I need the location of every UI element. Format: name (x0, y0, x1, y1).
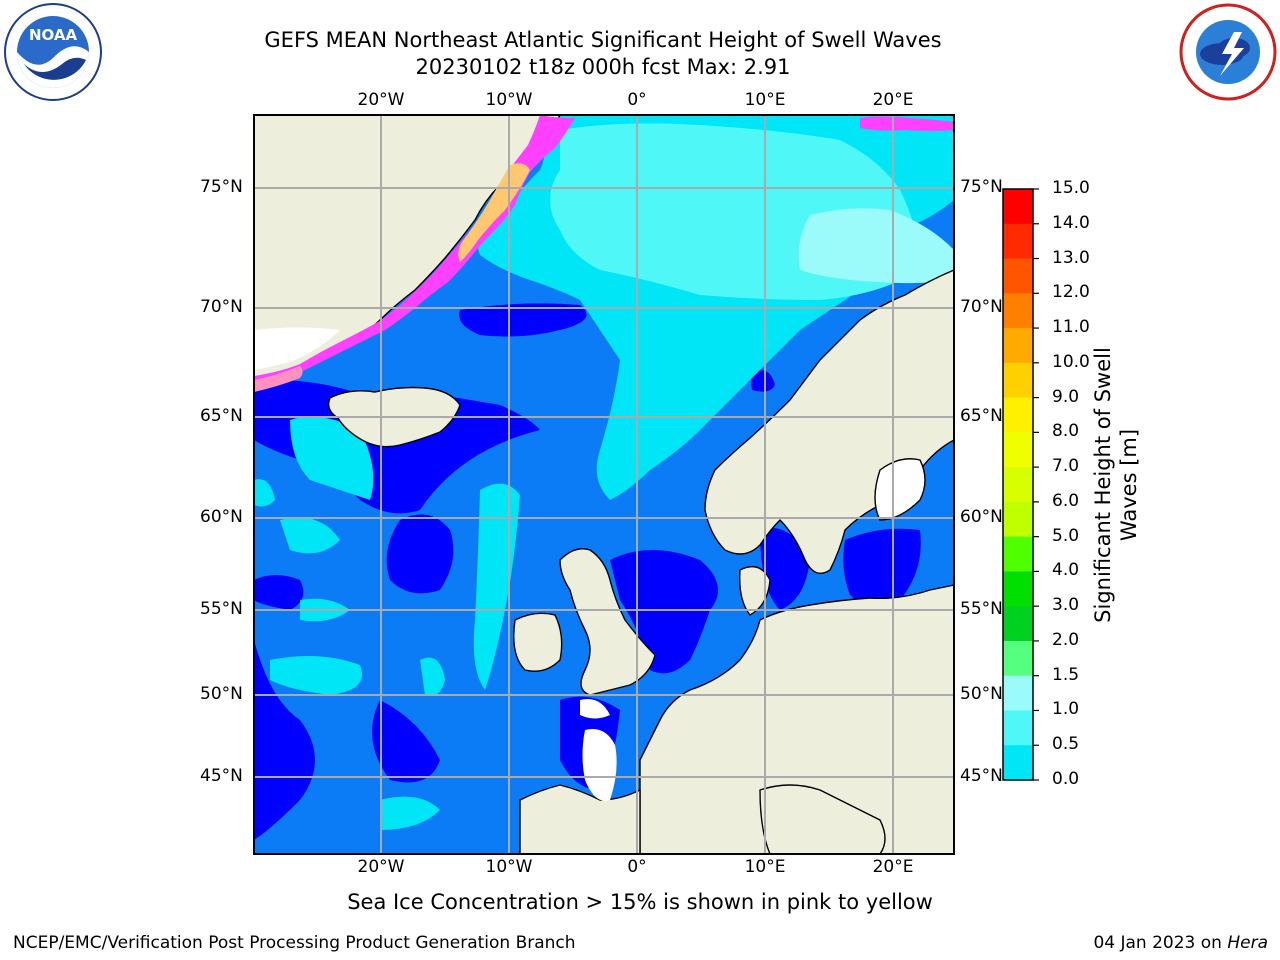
nws-logo (1179, 3, 1277, 101)
colorbar-segment (1003, 606, 1033, 642)
colorbar-tick-label: 10.0 (1052, 351, 1090, 372)
colorbar-segment (1003, 675, 1033, 711)
graticule (254, 115, 954, 854)
colorbar (1003, 188, 1039, 781)
colorbar-tick-label: 0.5 (1052, 734, 1080, 755)
colorbar-segment (1003, 536, 1033, 572)
colorbar-frame (1002, 188, 1034, 781)
lon-label-top: 10°W (485, 90, 533, 110)
chart-subtitle: 20230102 t18z 000h fcst Max: 2.91 (415, 55, 791, 79)
colorbar-segment (1003, 223, 1033, 260)
colorbar-tick-label: 14.0 (1052, 212, 1090, 233)
colorbar-tick-label: 1.0 (1052, 699, 1080, 720)
lat-label-right: 60°N (960, 507, 1003, 527)
colorbar-segment (1003, 397, 1033, 433)
colorbar-tick-label: 13.0 (1052, 247, 1090, 268)
colorbar-segment (1003, 293, 1033, 329)
colorbar-segment (1003, 571, 1033, 607)
footer-date: 04 Jan 2023 on Hera (1093, 933, 1268, 953)
colorbar-tick-label: 1.5 (1052, 664, 1080, 685)
lon-label-bottom: 20°E (872, 857, 914, 877)
colorbar-tick-label: 8.0 (1052, 421, 1080, 442)
colorbar-segment (1003, 432, 1033, 468)
sea-ice-note: Sea Ice Concentration > 15% is shown in … (347, 890, 933, 914)
lat-label-right: 65°N (960, 406, 1003, 426)
colorbar-segment (1003, 328, 1033, 364)
lon-label-top: 20°E (872, 90, 914, 110)
lat-label-left: 75°N (200, 177, 243, 197)
noaa-logo-text: NOAA (29, 26, 78, 44)
lat-label-left: 65°N (200, 406, 243, 426)
lon-label-bottom: 10°W (485, 857, 533, 877)
colorbar-tick-label: 12.0 (1052, 282, 1090, 303)
lon-label-bottom: 10°E (744, 857, 786, 877)
colorbar-segment (1003, 467, 1033, 503)
iberia (519, 784, 641, 854)
colorbar-label: Significant Height of Swell Waves [m] (1091, 347, 1141, 623)
colorbar-tick-label: 4.0 (1052, 560, 1080, 581)
missing-data (254, 327, 617, 801)
lat-label-right: 55°N (960, 599, 1003, 619)
colorbar-tick-label: 2.0 (1052, 629, 1080, 650)
colorbar-segment (1003, 745, 1033, 781)
footer-date-text: 04 Jan 2023 on (1093, 933, 1228, 953)
lon-label-top: 10°E (744, 90, 786, 110)
colorbar-segment (1003, 501, 1033, 538)
lat-label-right: 75°N (960, 177, 1003, 197)
colorbar-tick-label: 9.0 (1052, 386, 1080, 407)
lat-label-left: 70°N (200, 297, 243, 317)
lat-label-right: 50°N (960, 684, 1003, 704)
footer-credit: NCEP/EMC/Verification Post Processing Pr… (13, 933, 576, 953)
lat-label-left: 60°N (200, 507, 243, 527)
lat-label-left: 45°N (200, 766, 243, 786)
colorbar-segment (1003, 258, 1033, 294)
colorbar-tick-label: 11.0 (1052, 317, 1090, 338)
lat-label-left: 55°N (200, 599, 243, 619)
colorbar-tick-label: 15.0 (1052, 178, 1090, 198)
colorbar-tick-label: 7.0 (1052, 456, 1080, 477)
colorbar-tick-label: 3.0 (1052, 595, 1080, 616)
colorbar-tick-label: 0.0 (1052, 769, 1080, 789)
land (254, 115, 954, 854)
colorbar-segment (1003, 640, 1033, 677)
lat-label-left: 50°N (200, 684, 243, 704)
lon-label-top: 20°W (357, 90, 405, 110)
map-frame (253, 114, 955, 855)
swell-band-2-3 (798, 208, 954, 284)
chart-title: GEFS MEAN Northeast Atlantic Significant… (264, 28, 942, 52)
great-britain (559, 548, 656, 696)
colorbar-tick-label: 5.0 (1052, 525, 1080, 546)
lon-label-top: 0° (627, 90, 647, 110)
lon-label-bottom: 0° (627, 857, 647, 877)
gulf-of-bothnia (874, 458, 926, 521)
continental-europe (639, 584, 954, 854)
noaa-logo: NOAA (4, 3, 102, 101)
footer-host: Hera (1227, 933, 1268, 953)
colorbar-segment (1003, 710, 1033, 746)
lat-label-right: 45°N (960, 766, 1003, 786)
lat-label-right: 70°N (960, 297, 1003, 317)
colorbar-segment (1003, 362, 1033, 399)
colorbar-tick-label: 6.0 (1052, 490, 1080, 511)
lon-label-bottom: 20°W (357, 857, 405, 877)
colorbar-segment (1003, 189, 1033, 225)
ireland (513, 612, 563, 672)
